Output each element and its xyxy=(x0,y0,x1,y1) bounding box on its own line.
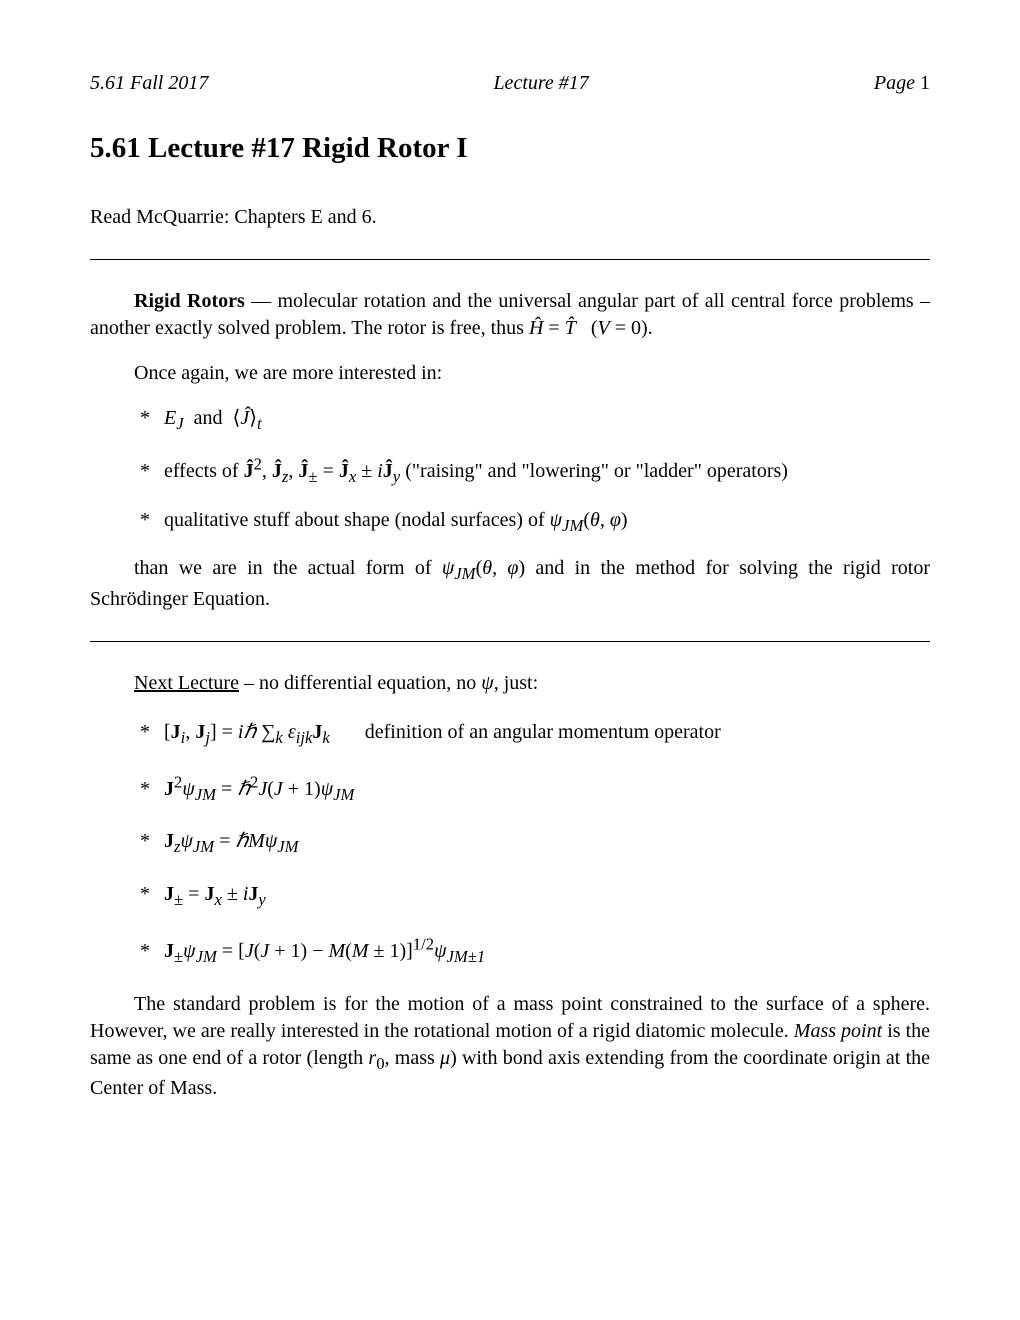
header-center: Lecture #17 xyxy=(493,70,588,97)
header-left: 5.61 Fall 2017 xyxy=(90,70,208,97)
list-item: *EJ and ⟨Ĵ⟩t xyxy=(140,405,930,436)
list-item: *J± = Jx ± iJy xyxy=(140,881,930,912)
interest-closing: than we are in the actual form of ψJM(θ,… xyxy=(90,555,930,613)
interest-lead: Once again, we are more interested in: xyxy=(90,360,930,387)
page-title: 5.61 Lecture #17 Rigid Rotor I xyxy=(90,129,930,168)
next-lecture-lead: Next Lecture – no differential equation,… xyxy=(90,670,930,697)
list-item: *[Ji, Jj] = iℏ ∑k εijkJk definition of a… xyxy=(140,719,930,750)
closing-paragraph: The standard problem is for the motion o… xyxy=(90,991,930,1103)
next-lecture-list: *[Ji, Jj] = iℏ ∑k εijkJk definition of a… xyxy=(90,719,930,969)
reading-line: Read McQuarrie: Chapters E and 6. xyxy=(90,204,930,231)
header-right: Page 1 xyxy=(874,70,930,97)
divider xyxy=(90,641,930,642)
list-item: *JzψJM = ℏMψJM xyxy=(140,828,930,859)
interest-list: *EJ and ⟨Ĵ⟩t *effects of Ĵ2, Ĵz, Ĵ± = Ĵx… xyxy=(90,405,930,537)
running-header: 5.61 Fall 2017 Lecture #17 Page 1 xyxy=(90,70,930,97)
list-item: *qualitative stuff about shape (nodal su… xyxy=(140,507,930,538)
list-item: *J2ψJM = ℏ2J(J + 1)ψJM xyxy=(140,771,930,806)
list-item: *J±ψJM = [J(J + 1) − M(M ± 1)]1/2ψJM±1 xyxy=(140,933,930,968)
list-item: *effects of Ĵ2, Ĵz, Ĵ± = Ĵx ± iĴy ("rais… xyxy=(140,454,930,489)
intro-paragraph: Rigid Rotors — molecular rotation and th… xyxy=(90,288,930,342)
divider xyxy=(90,259,930,260)
